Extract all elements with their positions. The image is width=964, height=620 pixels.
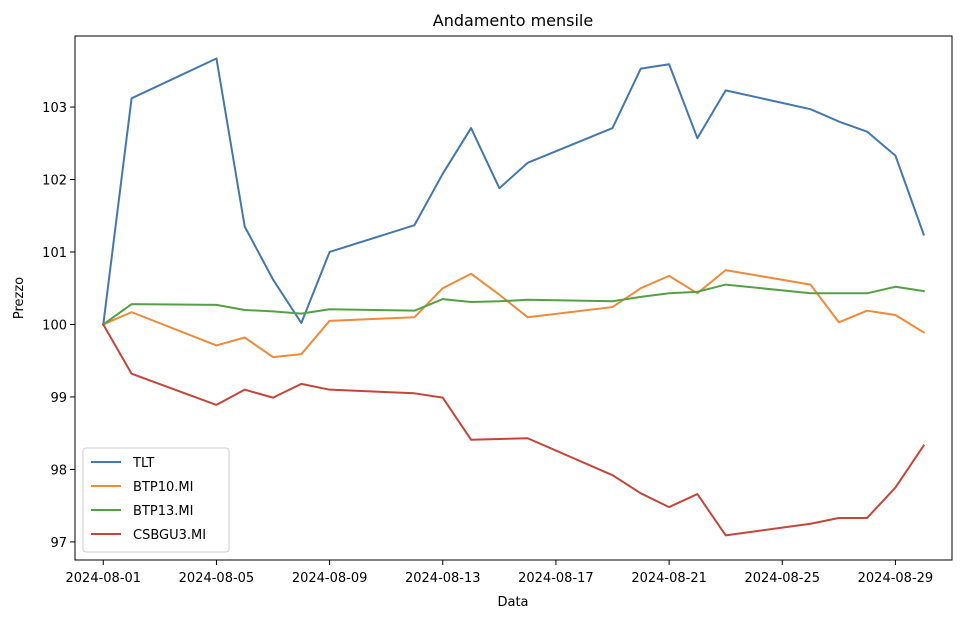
x-tick-label: 2024-08-29 (858, 571, 934, 586)
series-line-btp10-mi (101, 269, 926, 359)
series-line-tlt (102, 57, 925, 326)
y-tick-label: 97 (50, 536, 67, 551)
y-tick-label: 101 (42, 246, 67, 261)
series-line-csbgu3-mi (101, 323, 926, 537)
x-tick-label: 2024-08-09 (292, 571, 368, 586)
x-tick-label: 2024-08-13 (405, 571, 481, 586)
x-tick-label: 2024-08-17 (518, 571, 594, 586)
y-tick-label: 103 (42, 101, 67, 116)
y-tick-label: 100 (42, 318, 67, 333)
x-tick-label: 2024-08-01 (66, 571, 142, 586)
legend-box (82, 447, 230, 553)
legend-label: CSBGU3.MI (133, 528, 206, 543)
y-tick-label: 99 (50, 391, 67, 406)
legend-label: BTP10.MI (133, 480, 193, 495)
y-tick-label: 102 (42, 174, 67, 189)
chart-title: Andamento mensile (433, 11, 593, 30)
y-axis: 97 98 99 100 101 102 103 (42, 101, 75, 551)
series-line-btp13-mi (101, 283, 925, 326)
x-tick-label: 2024-08-25 (744, 571, 820, 586)
legend: TLT BTP10.MI BTP13.MI CSBGU3.MI (82, 447, 230, 553)
legend-label: BTP13.MI (133, 504, 193, 519)
series-layer (101, 57, 926, 537)
y-axis-title: Prezzo (12, 277, 27, 319)
x-tick-label: 2024-08-05 (179, 571, 255, 586)
x-tick-label: 2024-08-21 (631, 571, 707, 586)
y-tick-label: 98 (50, 463, 67, 478)
legend-label: TLT (132, 456, 154, 471)
x-axis-title: Data (497, 595, 528, 610)
x-axis: 2024-08-01 2024-08-05 2024-08-09 2024-08-13… (66, 560, 934, 586)
